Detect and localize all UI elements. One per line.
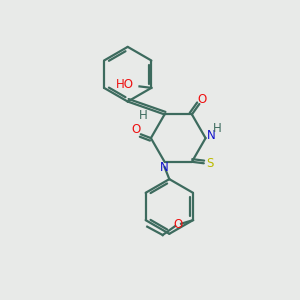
Text: H: H <box>212 122 221 135</box>
Text: O: O <box>131 123 141 136</box>
Text: N: N <box>160 161 168 174</box>
Text: H: H <box>139 109 148 122</box>
Text: S: S <box>207 157 214 170</box>
Text: O: O <box>197 93 207 106</box>
Text: HO: HO <box>116 78 134 92</box>
Text: O: O <box>173 218 182 231</box>
Text: N: N <box>207 129 216 142</box>
